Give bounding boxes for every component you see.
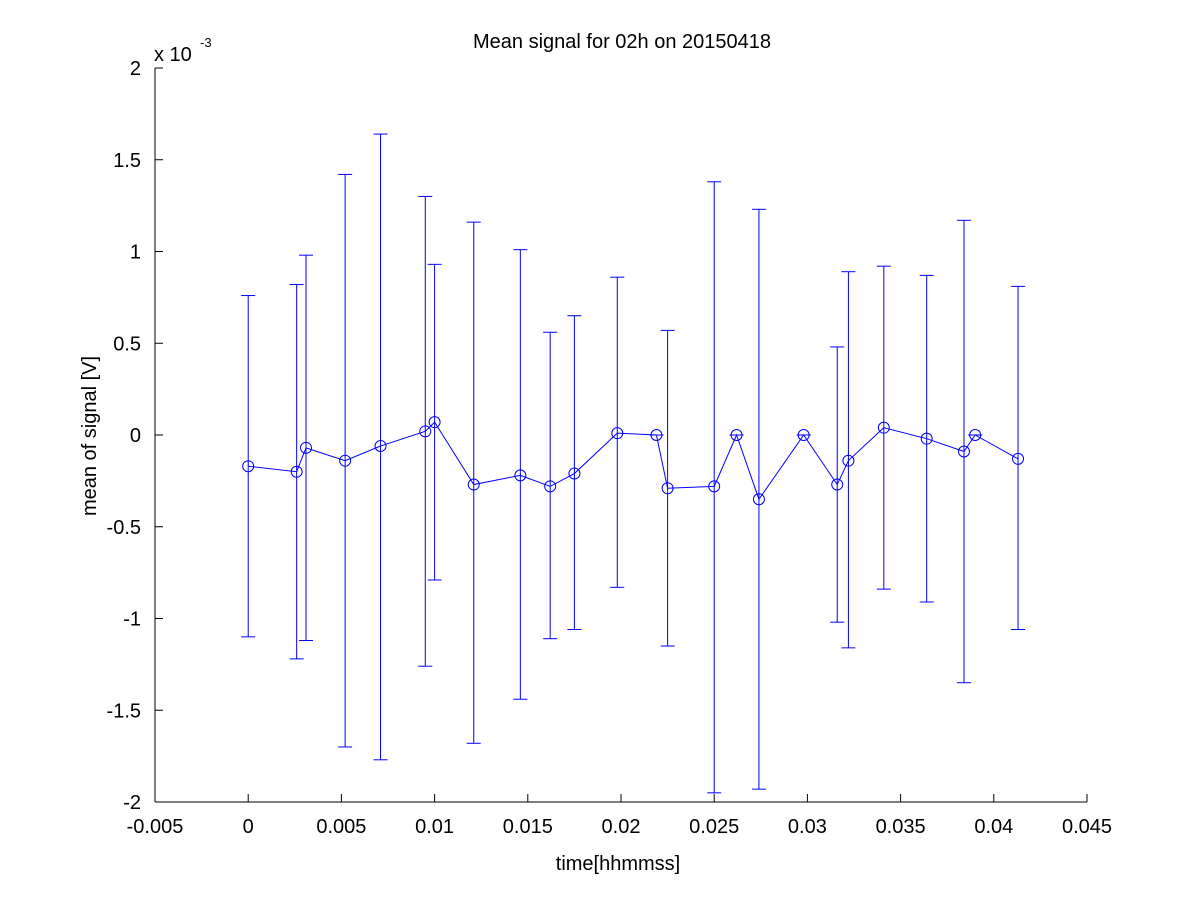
data-point	[708, 480, 721, 493]
data-point	[831, 478, 844, 491]
x-tick-label: 0.01	[415, 816, 454, 838]
data-point	[957, 445, 970, 458]
y-multiplier-exponent: -3	[200, 35, 212, 50]
data-point	[428, 416, 441, 429]
x-tick-label: 0.035	[876, 816, 926, 838]
y-tick-label: -0.5	[107, 517, 141, 539]
data-point	[730, 429, 743, 441]
y-tick-label: 1	[130, 242, 141, 264]
data-point	[242, 460, 255, 473]
plot-area: -0.005 0 0.005 0.01 0.015 0.02 0.025 0.03 0.035 0…	[107, 58, 1113, 838]
y-multiplier: x 10 -3	[154, 35, 212, 66]
y-tick-label: 1.5	[113, 150, 141, 172]
data-point	[661, 482, 674, 495]
chart-title: Mean signal for 02h on 20150418	[473, 31, 771, 53]
x-tick-label: -0.005	[127, 816, 184, 838]
y-tick-label: -1	[123, 609, 141, 631]
data-point	[374, 440, 387, 453]
data-point	[290, 465, 303, 478]
data-point	[568, 467, 581, 480]
x-tick-label: 0.025	[689, 816, 739, 838]
x-tick-label: 0.02	[602, 816, 641, 838]
x-tick-label: 0	[243, 816, 254, 838]
data-point	[797, 429, 810, 441]
data-point	[920, 432, 933, 445]
x-tick-label: 0.03	[788, 816, 827, 838]
x-tick-label: 0.04	[974, 816, 1013, 838]
data-point	[339, 454, 352, 467]
data-point	[299, 441, 312, 454]
y-axis-label: mean of signal [V]	[79, 356, 101, 516]
y-tick-label: 0	[130, 425, 141, 447]
y-tick-label: 0.5	[113, 333, 141, 355]
x-tick-label: 0.005	[316, 816, 366, 838]
y-tick-label: -2	[123, 792, 141, 814]
data-point	[514, 469, 527, 482]
data-point	[877, 421, 890, 434]
data-point	[611, 427, 624, 440]
data-point	[467, 478, 480, 491]
x-axis-label: time[hhmmss]	[556, 853, 680, 875]
data-point	[969, 429, 982, 441]
series-line	[248, 421, 1019, 501]
data-point	[544, 480, 557, 493]
y-tick-label: 2	[130, 58, 141, 80]
data-point	[842, 454, 855, 467]
data-point	[419, 425, 432, 438]
data-point	[752, 493, 765, 506]
data-point	[650, 429, 663, 441]
y-tick-label: -1.5	[107, 700, 141, 722]
y-multiplier-base: x 10	[154, 44, 192, 66]
x-tick-label: 0.015	[503, 816, 553, 838]
data-point	[1012, 452, 1025, 465]
x-tick-label: 0.045	[1062, 816, 1112, 838]
